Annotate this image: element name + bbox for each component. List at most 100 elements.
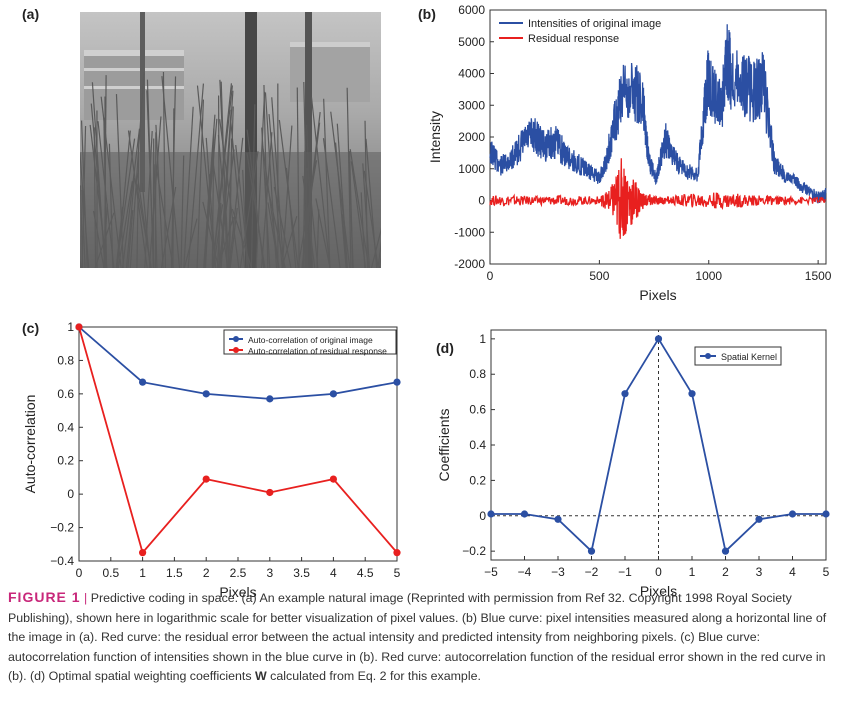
x-axis-label: Pixels: [639, 287, 676, 303]
series-line-1: [489, 24, 827, 204]
legend-label: Intensities of original image: [528, 18, 661, 30]
x-tick-label: 3: [266, 566, 273, 580]
y-tick-label: −0.4: [50, 554, 74, 568]
x-tick-label: 1500: [805, 269, 832, 283]
panel-label-a: (a): [22, 6, 40, 22]
series-point-1: [329, 390, 337, 398]
caption-separator: |: [84, 591, 88, 605]
x-tick-label: 0: [76, 566, 83, 580]
series-point-2: [139, 549, 147, 557]
x-axis-label: Pixels: [219, 584, 256, 600]
figure-caption: FIGURE 1 | Predictive coding in space. (…: [8, 588, 840, 687]
x-tick-label: 1: [689, 565, 696, 579]
y-tick-label: 0.8: [57, 353, 74, 367]
y-tick-label: -1000: [454, 225, 485, 239]
y-tick-label: 1: [479, 332, 486, 346]
y-axis-label: Auto-correlation: [22, 395, 38, 494]
x-tick-label: 3.5: [293, 566, 310, 580]
caption-text: Predictive coding in space. (a) An examp…: [8, 591, 827, 683]
y-tick-label: 2000: [458, 130, 485, 144]
y-tick-label: 0.4: [57, 420, 74, 434]
legend-marker: [705, 353, 711, 359]
x-tick-label: 0: [487, 269, 494, 283]
series-point-2: [75, 323, 83, 331]
x-tick-label: 2: [722, 565, 729, 579]
y-tick-label: −0.2: [462, 544, 486, 558]
series-point-2: [202, 475, 210, 483]
series-point-1: [266, 395, 274, 403]
series-point-1: [721, 547, 730, 555]
series-point-1: [554, 515, 562, 523]
x-tick-label: −3: [551, 565, 565, 579]
y-tick-label: 1: [67, 320, 74, 334]
y-tick-label: 0.4: [469, 438, 486, 452]
y-tick-label: -2000: [454, 257, 485, 271]
x-tick-label: −1: [618, 565, 632, 579]
y-axis-label: Intensity: [427, 111, 443, 163]
y-axis-label: Coefficients: [436, 409, 452, 482]
series-point-1: [587, 547, 596, 555]
panel-label-c: (c): [22, 320, 40, 336]
series-point-2: [393, 549, 401, 557]
y-tick-label: 4000: [458, 67, 485, 81]
x-tick-label: 1: [139, 566, 146, 580]
legend-box: [223, 329, 397, 355]
x-tick-label: 3: [756, 565, 763, 579]
caption-text-end: calculated from Eq. 2 for this example.: [266, 669, 481, 683]
y-tick-label: 0: [67, 487, 74, 501]
series-point-1: [393, 378, 401, 386]
series-point-1: [520, 510, 529, 518]
x-tick-label: 0.5: [102, 566, 119, 580]
legend-box: [494, 14, 672, 44]
x-axis-label: Pixels: [640, 583, 677, 599]
x-tick-label: −5: [484, 565, 498, 579]
series-line-2: [489, 158, 826, 239]
x-tick-label: 1000: [695, 269, 722, 283]
series-point-1: [654, 335, 663, 343]
legend-marker: [233, 347, 239, 353]
legend-label: Auto-correlation of residual response: [248, 346, 387, 356]
series-point-2: [329, 475, 337, 483]
x-tick-label: −4: [518, 565, 532, 579]
legend-label: Auto-correlation of original image: [248, 335, 373, 345]
legend-marker: [233, 336, 239, 342]
x-tick-label: 4: [330, 566, 337, 580]
y-tick-label: −0.2: [50, 521, 74, 535]
x-tick-label: −2: [585, 565, 599, 579]
x-tick-label: 0: [655, 565, 662, 579]
x-tick-label: 2: [203, 566, 210, 580]
y-tick-label: 0.6: [57, 387, 74, 401]
y-tick-label: 3000: [458, 98, 485, 112]
y-tick-label: 0: [479, 509, 486, 523]
chart-b-intensity: 0 500 1000 1500 -2000 -1000 0 1000 2000 3000 4000 5…: [427, 3, 832, 303]
series-point-1: [487, 510, 495, 518]
chart-d-spatial-kernel: −5 −4 −3 −2 −1 0 1 2 3 4 5 −0.2 0 0.2 0.4 0.6 0.8 1 Pixels…: [436, 329, 830, 599]
x-tick-label: 500: [589, 269, 609, 283]
x-tick-label: 2.5: [230, 566, 247, 580]
series-point-1: [688, 390, 696, 398]
x-tick-label: 4.5: [357, 566, 374, 580]
y-tick-label: 6000: [458, 3, 485, 17]
series-point-1: [822, 510, 830, 518]
y-tick-label: 0: [478, 194, 485, 208]
series-point-1: [788, 510, 797, 518]
legend-box: [694, 346, 782, 366]
series-point-2: [266, 488, 274, 497]
y-tick-label: 5000: [458, 35, 485, 49]
x-tick-label: 4: [789, 565, 796, 579]
x-tick-label: 1.5: [166, 566, 183, 580]
y-tick-label: 0.6: [469, 403, 486, 417]
caption-bold-symbol: W: [255, 669, 267, 683]
chart-c-autocorrelation: 0 0.5 1 1.5 2 2.5 3 3.5 4 4.5 5 −0.4 −0.2 0 0.2 0.4 0.6 0…: [22, 320, 401, 600]
natural-image: [80, 12, 381, 268]
legend-label: Spatial Kernel: [721, 352, 777, 362]
legend-label: Residual response: [528, 33, 619, 45]
series-point-1: [755, 515, 763, 523]
series-line-2: [78, 326, 398, 555]
panel-label-b: (b): [418, 6, 436, 22]
series-line-1: [78, 326, 398, 400]
y-tick-label: 0.8: [469, 367, 486, 381]
figure-label: FIGURE 1: [8, 589, 81, 605]
x-tick-label: 5: [823, 565, 830, 579]
y-tick-label: 0.2: [57, 454, 74, 468]
